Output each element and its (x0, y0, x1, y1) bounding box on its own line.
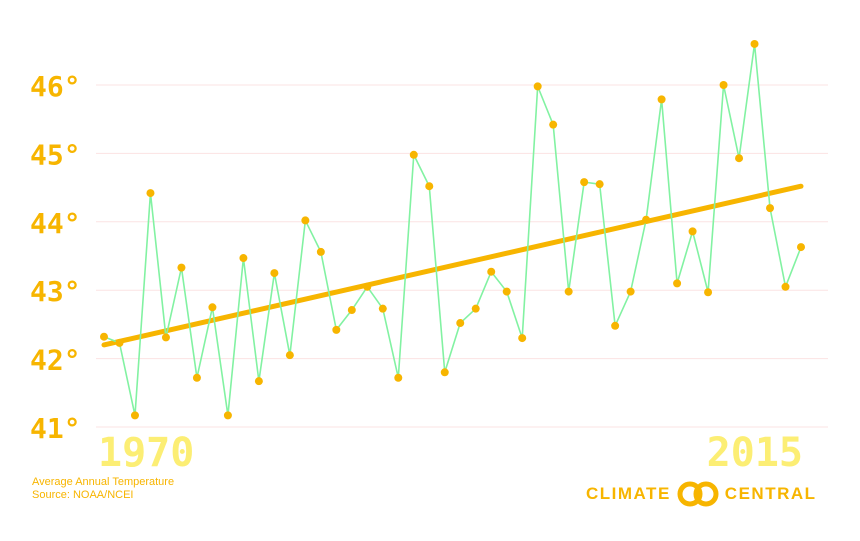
chart-notes: Average Annual Temperature Source: NOAA/… (32, 476, 174, 502)
climate-central-logo-icon (677, 481, 719, 507)
x-start-year-label: 1970 (98, 430, 194, 476)
data-point (673, 279, 682, 288)
series-line (103, 43, 802, 417)
data-point (642, 215, 651, 224)
data-series (100, 39, 805, 420)
y-tick-label: 46° (30, 70, 81, 103)
y-axis-ticks: 41° 42° 43° 44° 45° 46° (30, 70, 81, 445)
data-point (626, 287, 635, 296)
data-point (115, 338, 124, 347)
data-point (518, 334, 527, 343)
data-point (549, 120, 558, 129)
y-tick-label: 41° (30, 412, 81, 445)
y-tick-label: 42° (30, 344, 81, 377)
data-point (781, 282, 790, 291)
brand-left-word: CLIMATE (586, 484, 671, 503)
data-point (735, 154, 744, 163)
data-point (471, 304, 480, 313)
data-point (285, 351, 294, 360)
data-point (192, 373, 201, 382)
data-point (316, 247, 325, 256)
data-point (595, 180, 604, 189)
data-point (100, 332, 108, 341)
data-point (177, 263, 186, 272)
data-point (533, 82, 542, 91)
data-point (425, 182, 434, 191)
data-point (456, 319, 465, 328)
data-point (440, 368, 449, 377)
data-point (564, 287, 573, 296)
gridlines (96, 84, 828, 428)
data-point (254, 377, 263, 386)
data-point (487, 267, 496, 276)
y-tick-label: 45° (30, 138, 81, 171)
chart-caption: Average Annual Temperature (32, 476, 175, 488)
trend-line-path (101, 183, 804, 348)
trend-line (101, 183, 804, 348)
data-point (719, 81, 728, 89)
data-point (394, 373, 403, 382)
data-point (750, 39, 759, 48)
data-point (378, 304, 387, 313)
data-point (301, 216, 310, 225)
chart-source: Source: NOAA/NCEI (32, 489, 134, 501)
data-point (797, 243, 805, 252)
y-tick-label: 43° (30, 275, 81, 308)
data-point (223, 411, 232, 420)
data-point (130, 411, 139, 420)
data-point (580, 178, 589, 187)
data-point (611, 321, 620, 330)
data-point (409, 150, 418, 159)
data-point (347, 306, 356, 315)
data-point (766, 204, 775, 213)
brand-logo: CLIMATE CENTRAL (586, 480, 817, 508)
data-point (332, 325, 341, 334)
data-point (688, 227, 697, 236)
data-point (239, 254, 248, 263)
data-point (270, 269, 279, 278)
data-point (146, 189, 155, 198)
data-point (161, 333, 170, 342)
data-point (502, 287, 511, 296)
data-point (208, 303, 217, 312)
x-end-year-label: 2015 (707, 430, 803, 476)
data-point (704, 288, 713, 297)
brand-right-word: CENTRAL (724, 484, 817, 503)
data-point (363, 282, 372, 291)
data-point (657, 95, 666, 104)
y-tick-label: 44° (30, 207, 81, 240)
